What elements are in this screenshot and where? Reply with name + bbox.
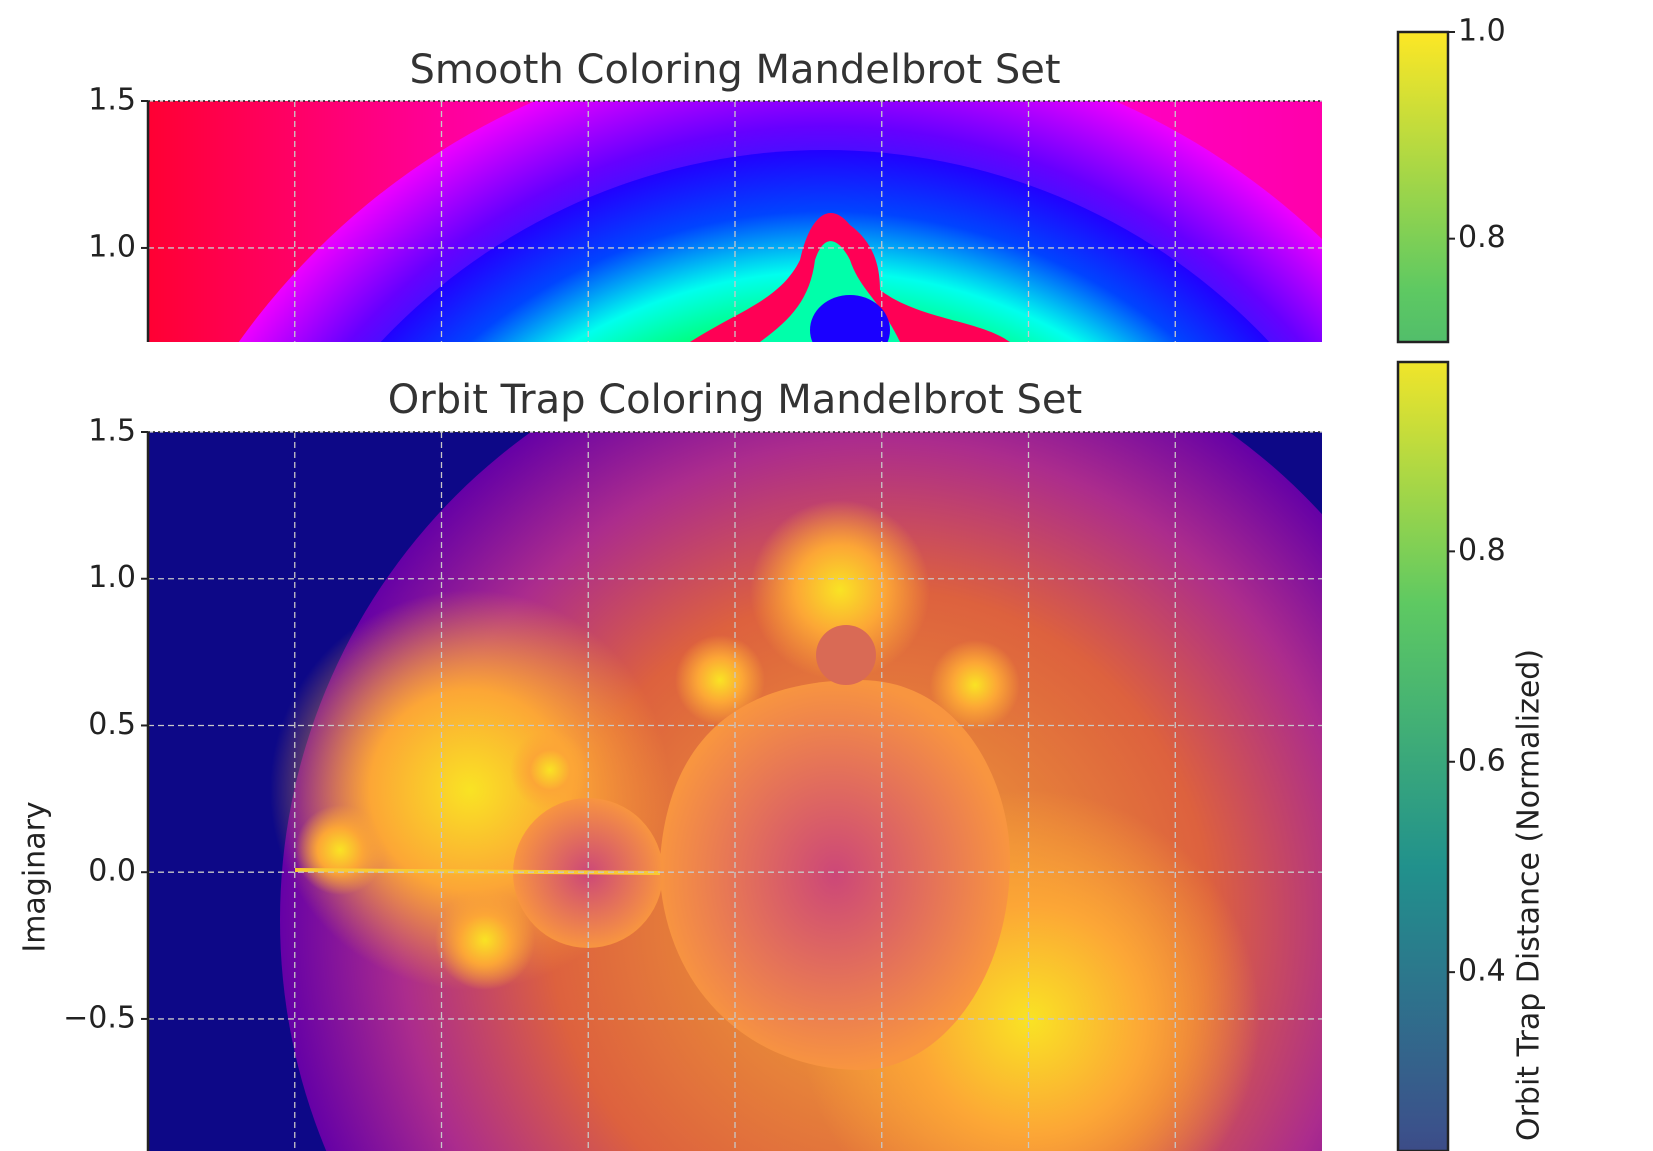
y-tick-label: 0.0 bbox=[88, 854, 136, 889]
y-tick-label: −0.5 bbox=[63, 1000, 136, 1035]
colorbar-tick-label: 1.0 bbox=[1458, 14, 1506, 49]
y-tick-label: 1.5 bbox=[88, 83, 136, 118]
colorbar-label: Orbit Trap Distance (Normalized) bbox=[1512, 649, 1547, 1141]
orbit-image bbox=[148, 432, 1322, 1151]
y-tick-label: 1.0 bbox=[88, 560, 136, 595]
y-axis-label: Imaginary bbox=[18, 801, 53, 952]
colorbar bbox=[1396, 360, 1450, 1151]
colorbar-tick-label: 0.6 bbox=[1458, 743, 1506, 778]
y-tick-label: 1.0 bbox=[88, 229, 136, 264]
y-tick-label: 0.5 bbox=[88, 707, 136, 742]
colorbar-tick-label: 0.4 bbox=[1458, 954, 1506, 989]
y-tick-label: 1.5 bbox=[88, 414, 136, 449]
colorbar bbox=[1396, 30, 1450, 344]
colorbar-tick-label: 0.8 bbox=[1458, 220, 1506, 255]
chart-title: Smooth Coloring Mandelbrot Set bbox=[409, 47, 1060, 93]
chart-title: Orbit Trap Coloring Mandelbrot Set bbox=[388, 377, 1082, 423]
colorbar-tick-label: 0.8 bbox=[1458, 533, 1506, 568]
